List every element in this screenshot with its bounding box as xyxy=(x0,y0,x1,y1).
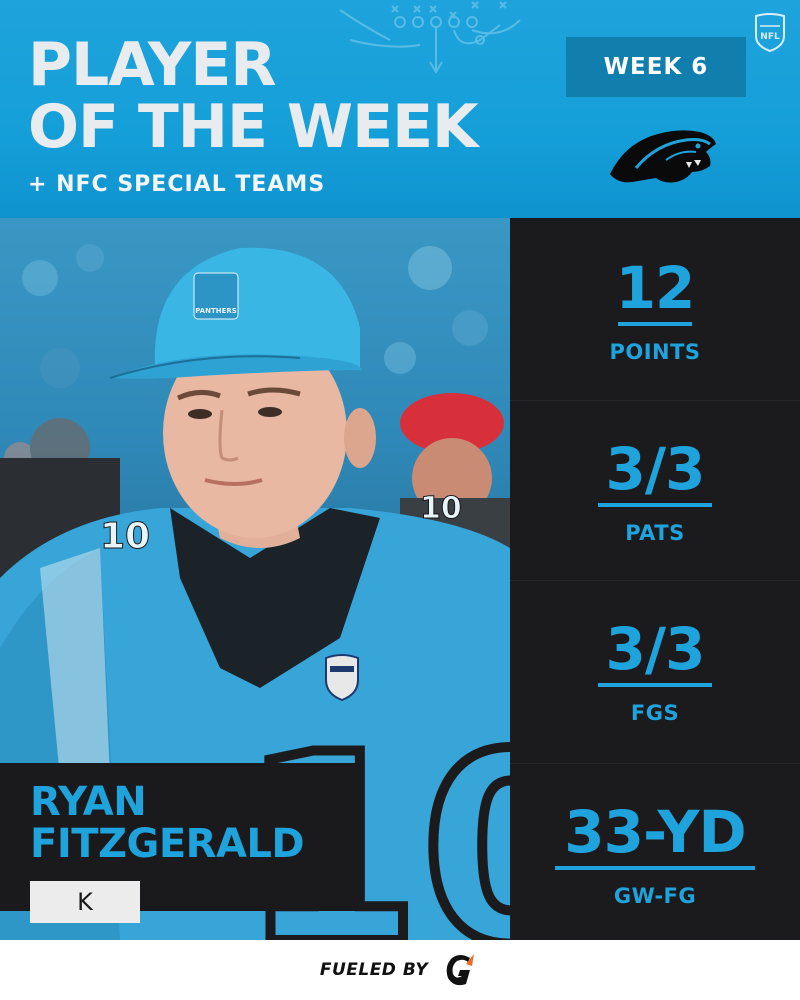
svg-text:NFL: NFL xyxy=(760,32,780,42)
gatorade-g-icon xyxy=(446,954,475,986)
stat-label: GW-FG xyxy=(613,884,697,908)
title-line-2: OF THE WEEK xyxy=(28,92,479,162)
stat-value: 33-YD xyxy=(564,798,746,866)
stat-gw-fg: 33-YD GW-FG xyxy=(510,763,800,943)
panthers-logo-icon xyxy=(610,130,716,183)
svg-text:10: 10 xyxy=(100,516,150,557)
stat-label: PATS xyxy=(625,521,685,545)
stat-underline xyxy=(598,683,712,687)
cap-logo-text: PANTHERS xyxy=(195,307,237,315)
player-last-name: FITZGERALD xyxy=(30,821,305,867)
subtitle: + NFC SPECIAL TEAMS xyxy=(28,172,326,197)
play-diagram-icon xyxy=(339,1,521,74)
stat-label: FGS xyxy=(630,701,680,725)
stat-points: 12 POINTS xyxy=(510,218,800,398)
player-illustration: 10 10 10 PANTHERS xyxy=(0,244,510,940)
stat-underline xyxy=(555,866,755,870)
fueled-by-text: FUELED BY xyxy=(319,960,429,980)
title-line-1: PLAYER xyxy=(28,30,277,100)
stats-panel: 12 POINTS 3/3 PATS 3/3 FGS 33-YD GW-FG xyxy=(510,218,800,940)
stat-pats: 3/3 PATS xyxy=(510,400,800,580)
week-badge: WEEK 6 xyxy=(566,37,746,97)
svg-text:10: 10 xyxy=(420,491,462,526)
player-name: RYAN FITZGERALD xyxy=(30,779,305,867)
stat-value: 3/3 xyxy=(605,435,706,503)
stat-underline xyxy=(598,503,712,507)
position-badge: K xyxy=(30,881,140,923)
header-banner: PLAYER OF THE WEEK + NFC SPECIAL TEAMS W… xyxy=(0,0,800,218)
stat-value: 12 xyxy=(615,254,696,322)
player-first-name: RYAN xyxy=(30,779,147,825)
page-title: PLAYER OF THE WEEK xyxy=(28,30,479,162)
stat-fgs: 3/3 FGS xyxy=(510,580,800,760)
stat-underline xyxy=(618,322,692,326)
player-name-box: RYAN FITZGERALD K xyxy=(0,763,361,923)
sponsor-footer: FUELED BY xyxy=(0,940,800,1000)
stat-label: POINTS xyxy=(609,340,701,364)
stat-value: 3/3 xyxy=(605,615,706,683)
nfl-shield-icon: NFL xyxy=(755,13,785,52)
